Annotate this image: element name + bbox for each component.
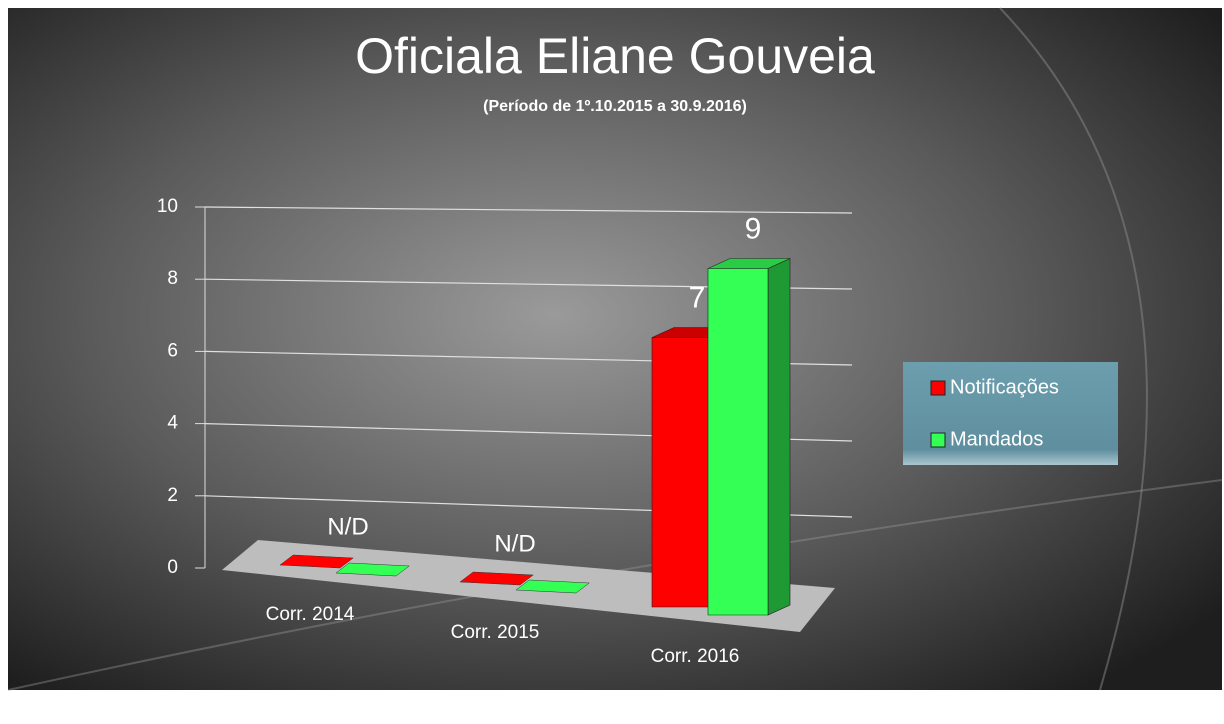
x-tick-label: Corr. 2014 [266, 604, 355, 625]
annotation: N/D [494, 530, 535, 557]
y-tick-label: 8 [167, 268, 178, 289]
decor-arc [999, 7, 1148, 691]
data-label: 7 [689, 281, 706, 314]
legend-swatch [930, 432, 946, 448]
bar [707, 258, 791, 616]
y-tick-label: 2 [167, 485, 178, 506]
data-label: 9 [745, 212, 762, 245]
y-tick-label: 10 [157, 196, 178, 217]
annotation: N/D [327, 513, 368, 540]
y-tick-label: 6 [167, 340, 178, 361]
legend-label: Mandados [950, 428, 1043, 450]
empty-bar [459, 571, 534, 586]
x-tick-label: Corr. 2016 [651, 646, 740, 667]
chart-subtitle: (Período de 1º.10.2015 a 30.9.2016) [483, 98, 747, 115]
grid-line [204, 206, 853, 214]
legend-label: Notificações [950, 376, 1059, 398]
chart-title: Oficiala Eliane Gouveia [355, 28, 875, 84]
legend-swatch [930, 380, 946, 396]
y-tick-label: 4 [167, 413, 178, 434]
empty-bar [515, 579, 590, 594]
empty-bar [335, 562, 410, 577]
y-tick-label: 0 [167, 557, 178, 578]
x-tick-label: Corr. 2015 [451, 622, 540, 643]
legend-box [903, 362, 1118, 465]
empty-bar [279, 554, 354, 569]
